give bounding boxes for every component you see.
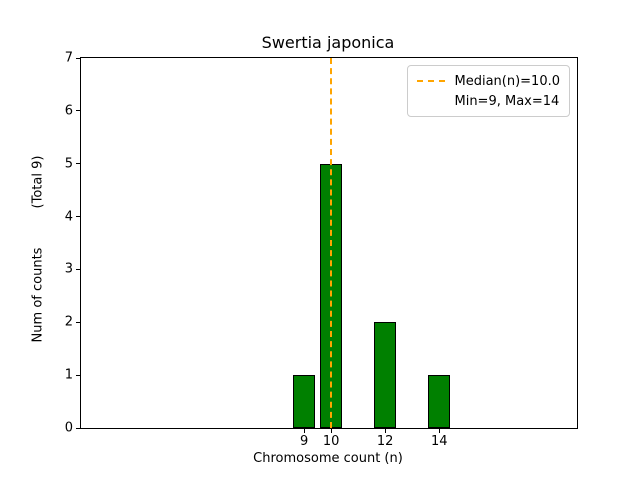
y-tick-mark — [76, 427, 80, 429]
y-tick-mark — [76, 110, 80, 112]
legend-row-minmax: Min=9, Max=14 — [417, 91, 560, 111]
x-tick-mark — [330, 429, 332, 433]
x-tick-mark — [303, 429, 305, 433]
y-tick-mark — [76, 163, 80, 165]
y-tick-label: 6 — [64, 103, 73, 119]
y-tick-mark — [76, 374, 80, 376]
median-dashed-line-icon — [417, 80, 446, 82]
y-tick-label: 5 — [64, 156, 73, 172]
y-tick-mark — [76, 57, 80, 59]
y-axis-total-label: (Total 9) — [30, 155, 46, 209]
plot-area: Median(n)=10.0 Min=9, Max=14 0 1 2 3 4 5 6 7 9 10… — [65, 52, 578, 448]
x-tick-mark — [384, 429, 386, 433]
legend-label-median: Median(n)=10.0 — [454, 73, 560, 89]
y-tick-mark — [76, 216, 80, 218]
bar-x14 — [428, 375, 451, 428]
chart-title: Swertia japonica — [261, 33, 395, 52]
y-tick-label: 7 — [64, 50, 73, 66]
x-tick-label: 12 — [376, 434, 394, 449]
y-tick-label: 3 — [64, 261, 73, 277]
x-tick-label: 14 — [430, 434, 448, 449]
bar-x9 — [293, 375, 315, 428]
bar-x12 — [374, 322, 396, 428]
x-tick-mark — [438, 429, 440, 433]
y-tick-label: 2 — [64, 314, 73, 330]
y-axis-label: Num of counts — [30, 247, 46, 343]
x-axis-label: Chromosome count (n) — [253, 451, 403, 466]
x-tick-label: 9 — [300, 434, 309, 449]
y-tick-mark — [76, 268, 80, 270]
y-tick-label: 4 — [64, 209, 73, 225]
legend-row-median: Median(n)=10.0 — [417, 71, 560, 91]
legend-label-minmax: Min=9, Max=14 — [454, 93, 560, 109]
y-tick-label: 1 — [64, 367, 73, 383]
y-tick-mark — [76, 321, 80, 323]
x-tick-label: 10 — [322, 434, 340, 449]
y-tick-label: 0 — [64, 420, 73, 436]
median-line — [330, 58, 333, 428]
legend: Median(n)=10.0 Min=9, Max=14 — [407, 65, 570, 117]
